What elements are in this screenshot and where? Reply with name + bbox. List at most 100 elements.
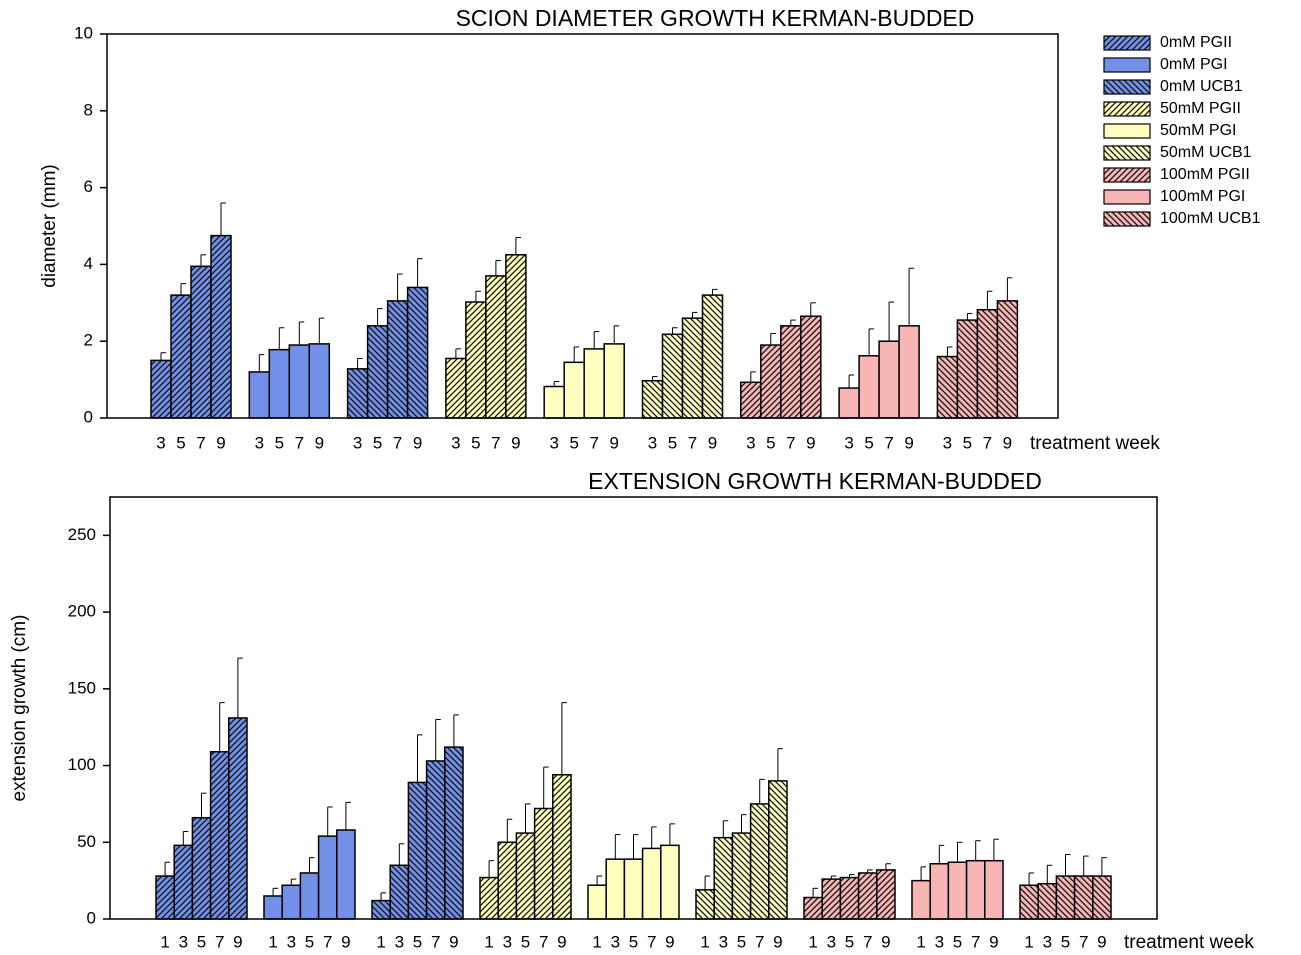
y-tick-label: 100 bbox=[68, 755, 96, 774]
x-tick-label: 7 bbox=[688, 433, 697, 452]
y-tick-label: 150 bbox=[68, 678, 96, 697]
x-tick-label: 5 bbox=[864, 433, 873, 452]
bar bbox=[661, 333, 684, 419]
bar bbox=[444, 746, 464, 920]
x-tick-label: 7 bbox=[1079, 932, 1088, 951]
bar bbox=[800, 315, 822, 419]
x-tick-label: 5 bbox=[413, 932, 422, 951]
x-tick-label: 5 bbox=[1061, 932, 1070, 951]
y-tick-label: 0 bbox=[87, 908, 96, 927]
legend-label: 0mM UCB1 bbox=[1160, 78, 1243, 95]
x-tick-label: 9 bbox=[806, 433, 815, 452]
bar bbox=[552, 774, 572, 920]
bar bbox=[505, 254, 527, 419]
legend-swatch bbox=[1103, 57, 1151, 73]
bar bbox=[1055, 875, 1076, 920]
x-tick-label: 9 bbox=[1097, 932, 1106, 951]
x-tick-label: 7 bbox=[215, 932, 224, 951]
x-tick-label: 5 bbox=[471, 433, 480, 452]
x-tick-label: 5 bbox=[275, 433, 284, 452]
legend-swatch bbox=[1103, 167, 1151, 183]
x-tick-label: 3 bbox=[943, 433, 952, 452]
legend-swatch bbox=[1103, 189, 1151, 205]
y-axis-label: extension growth (cm) bbox=[9, 615, 30, 802]
bar bbox=[281, 884, 302, 920]
bar bbox=[956, 319, 979, 419]
bar bbox=[386, 300, 409, 419]
x-tick-label: 1 bbox=[592, 932, 601, 951]
bar bbox=[821, 878, 842, 920]
bar bbox=[563, 361, 585, 419]
x-tick-label: 7 bbox=[786, 433, 795, 452]
legend-label: 50mM PGI bbox=[1160, 122, 1236, 139]
x-tick-label: 9 bbox=[881, 932, 890, 951]
x-tick-label: 7 bbox=[647, 932, 656, 951]
legend-swatch bbox=[1103, 79, 1151, 95]
legend-label: 0mM PGI bbox=[1160, 56, 1228, 73]
x-tick-label: 7 bbox=[884, 433, 893, 452]
x-tick-label: 9 bbox=[557, 932, 566, 951]
y-tick-label: 0 bbox=[84, 407, 93, 426]
x-tick-label: 9 bbox=[989, 932, 998, 951]
bar bbox=[623, 858, 644, 920]
y-tick-label: 250 bbox=[68, 525, 96, 544]
x-tick-label: 3 bbox=[844, 433, 853, 452]
legend-label: 100mM UCB1 bbox=[1160, 210, 1261, 227]
x-tick-label: 9 bbox=[315, 433, 324, 452]
x-tick-label: 7 bbox=[971, 932, 980, 951]
y-tick-label: 6 bbox=[84, 177, 93, 196]
x-tick-label: 3 bbox=[719, 932, 728, 951]
bar bbox=[878, 340, 900, 419]
bar bbox=[445, 357, 467, 419]
x-tick-label: 3 bbox=[611, 932, 620, 951]
bar bbox=[996, 300, 1019, 419]
x-tick-label: 1 bbox=[700, 932, 709, 951]
bar bbox=[876, 869, 896, 920]
bar bbox=[603, 343, 625, 419]
bar bbox=[839, 876, 860, 920]
bar bbox=[155, 875, 175, 920]
bar bbox=[209, 750, 230, 920]
legend-label: 0mM PGII bbox=[1160, 34, 1232, 51]
bar bbox=[641, 847, 662, 920]
x-tick-label: 5 bbox=[668, 433, 677, 452]
x-tick-label: 7 bbox=[295, 433, 304, 452]
legend-swatch bbox=[1103, 145, 1151, 161]
bar bbox=[605, 858, 626, 920]
bar bbox=[857, 872, 878, 920]
x-tick-label: 5 bbox=[766, 433, 775, 452]
plot-frame bbox=[109, 496, 1158, 920]
bar bbox=[1019, 884, 1039, 920]
bar bbox=[838, 387, 860, 419]
bar bbox=[173, 844, 194, 920]
x-tick-label: 1 bbox=[916, 932, 925, 951]
x-tick-label: 9 bbox=[216, 433, 225, 452]
x-tick-label: 1 bbox=[808, 932, 817, 951]
x-tick-label: 5 bbox=[305, 932, 314, 951]
x-tick-label: 3 bbox=[287, 932, 296, 951]
x-tick-label: 3 bbox=[935, 932, 944, 951]
legend-label: 100mM PGI bbox=[1160, 188, 1245, 205]
x-tick-label: 5 bbox=[737, 932, 746, 951]
x-tick-label: 3 bbox=[503, 932, 512, 951]
bar bbox=[228, 717, 248, 920]
x-tick-label: 9 bbox=[341, 932, 350, 951]
bar bbox=[150, 359, 172, 419]
x-tick-label: 7 bbox=[491, 433, 500, 452]
bar bbox=[984, 859, 1004, 920]
bar bbox=[929, 863, 950, 920]
legend-label: 100mM PGII bbox=[1160, 166, 1250, 183]
bar bbox=[803, 896, 823, 920]
bar bbox=[346, 368, 369, 419]
bar bbox=[407, 781, 428, 920]
bar bbox=[695, 889, 715, 920]
x-tick-label: 5 bbox=[569, 433, 578, 452]
x-tick-label: 5 bbox=[521, 932, 530, 951]
x-tick-label: 1 bbox=[484, 932, 493, 951]
bar bbox=[366, 325, 389, 419]
x-tick-label: 3 bbox=[179, 932, 188, 951]
bar bbox=[780, 325, 802, 419]
x-tick-label: 1 bbox=[376, 932, 385, 951]
bar bbox=[713, 836, 734, 920]
